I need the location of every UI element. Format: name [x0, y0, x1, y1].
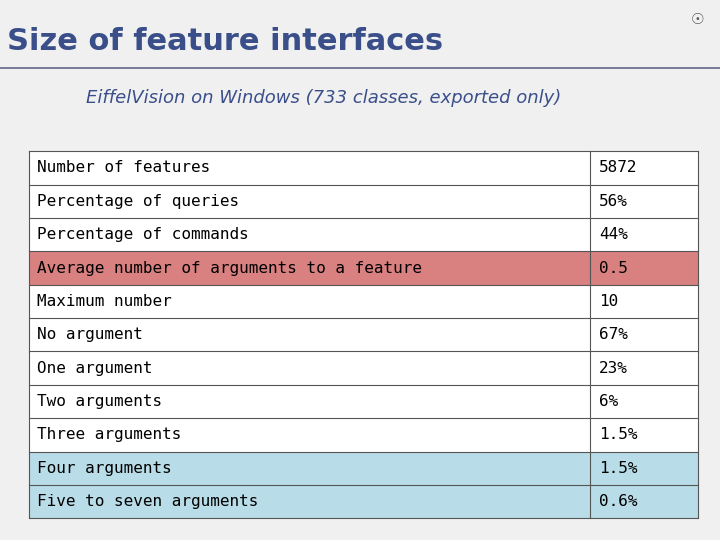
- Text: Number of features: Number of features: [37, 160, 211, 176]
- Text: 0.5: 0.5: [599, 260, 628, 275]
- Text: Four arguments: Four arguments: [37, 461, 172, 476]
- Bar: [29, 318, 698, 352]
- Text: 56%: 56%: [599, 194, 628, 209]
- Text: 23%: 23%: [599, 361, 628, 376]
- Bar: [29, 485, 698, 518]
- Text: Three arguments: Three arguments: [37, 428, 182, 442]
- Bar: [29, 285, 698, 318]
- Text: 1.5%: 1.5%: [599, 461, 637, 476]
- Bar: [29, 418, 698, 451]
- Text: Average number of arguments to a feature: Average number of arguments to a feature: [37, 260, 423, 275]
- Text: 10: 10: [599, 294, 618, 309]
- Text: Two arguments: Two arguments: [37, 394, 163, 409]
- Bar: [29, 251, 698, 285]
- Text: 1.5%: 1.5%: [599, 428, 637, 442]
- Text: Maximum number: Maximum number: [37, 294, 172, 309]
- Bar: [29, 185, 698, 218]
- Text: 44%: 44%: [599, 227, 628, 242]
- Text: One argument: One argument: [37, 361, 153, 376]
- Bar: [29, 352, 698, 385]
- Text: Size of feature interfaces: Size of feature interfaces: [7, 27, 444, 56]
- Bar: [29, 218, 698, 251]
- Text: EiffelVision on Windows (733 classes, exported only): EiffelVision on Windows (733 classes, ex…: [86, 89, 562, 107]
- Text: 6%: 6%: [599, 394, 618, 409]
- Text: Percentage of commands: Percentage of commands: [37, 227, 249, 242]
- Text: Percentage of queries: Percentage of queries: [37, 194, 240, 209]
- Text: 5872: 5872: [599, 160, 637, 176]
- Text: 67%: 67%: [599, 327, 628, 342]
- Text: 0.6%: 0.6%: [599, 494, 637, 509]
- Bar: [29, 151, 698, 185]
- Bar: [29, 385, 698, 418]
- Text: No argument: No argument: [37, 327, 143, 342]
- Text: Five to seven arguments: Five to seven arguments: [37, 494, 258, 509]
- Bar: [29, 451, 698, 485]
- Text: ☉: ☉: [690, 12, 704, 27]
